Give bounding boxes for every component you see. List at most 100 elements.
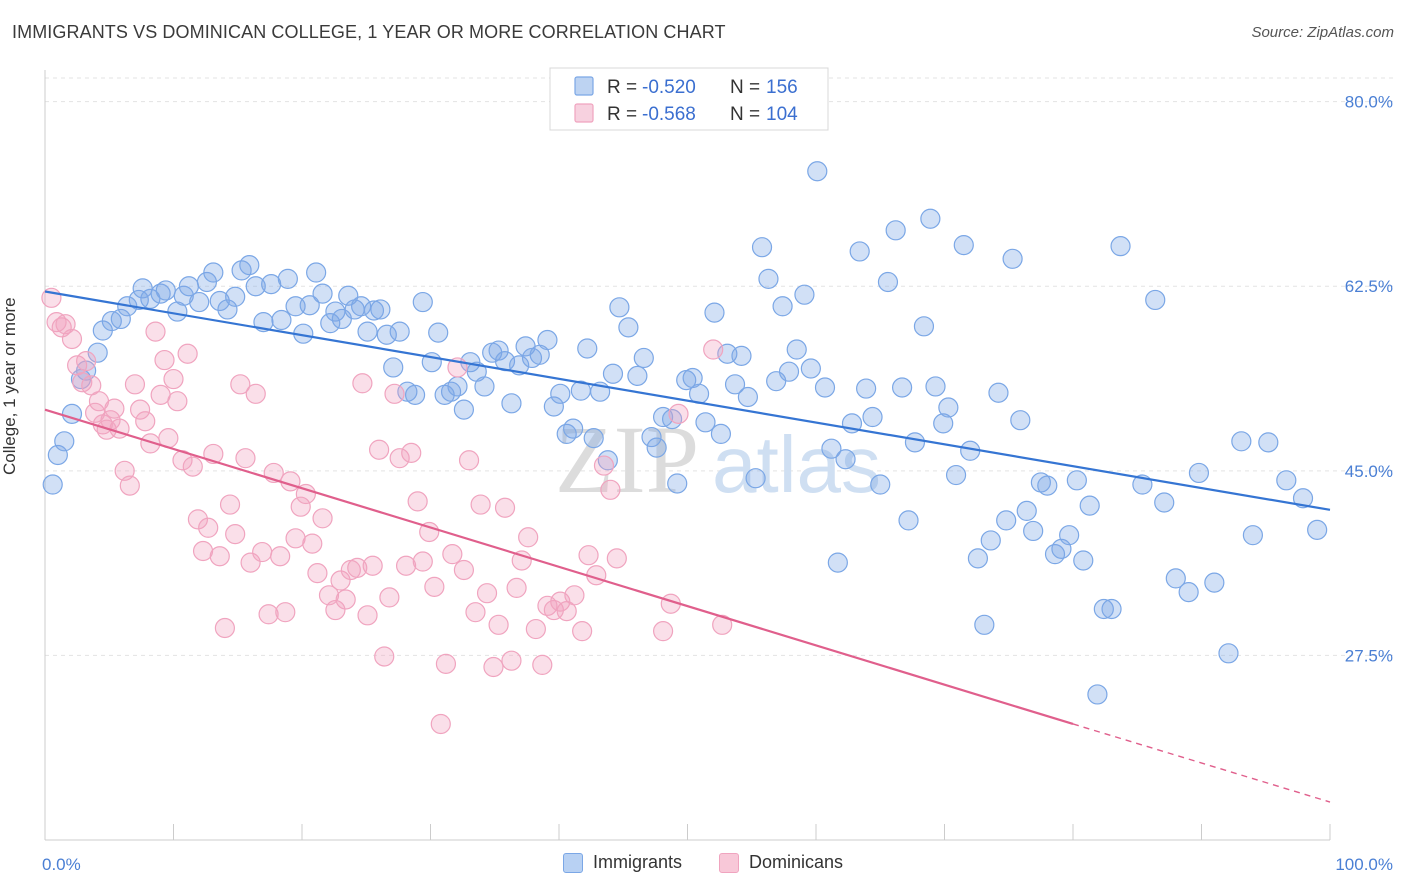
point-dominicans-46: [270, 546, 291, 567]
point-immigrants-98: [737, 386, 758, 408]
trend-line-immigrants: [44, 290, 1331, 511]
point-dominicans-69: [395, 555, 417, 576]
point-dominicans-84: [483, 656, 504, 678]
point-immigrants-138: [1016, 500, 1037, 522]
point-immigrants-127: [938, 397, 959, 418]
stats-legend-n-value-1: 104: [766, 104, 798, 125]
point-dominicans-54: [312, 508, 333, 529]
axes: [44, 70, 1331, 841]
watermark-atlas: atlas: [712, 420, 881, 509]
stats-legend: R = -0.520 N = 156 R = -0.568 N = 104: [549, 67, 829, 131]
point-immigrants-121: [898, 510, 919, 531]
point-dominicans-72: [412, 551, 433, 572]
point-immigrants-88: [667, 473, 688, 494]
stats-legend-swatch-0: [574, 76, 594, 96]
point-immigrants-154: [1154, 492, 1175, 513]
point-immigrants-55: [440, 381, 462, 402]
point-dominicans-38: [225, 524, 246, 545]
point-immigrants-141: [1037, 475, 1058, 496]
point-immigrants-161: [1242, 525, 1264, 546]
point-immigrants-70: [543, 396, 564, 417]
data-points: [41, 161, 1328, 735]
legend-swatch-dominicans: [718, 852, 739, 873]
point-dominicans-83: [476, 583, 498, 604]
point-dominicans-26: [163, 368, 184, 390]
point-immigrants-45: [370, 299, 391, 320]
stats-legend-n-label-1: N =: [730, 104, 760, 125]
series-immigrants: [42, 161, 1328, 705]
point-immigrants-53: [428, 322, 449, 343]
point-immigrants-149: [1093, 598, 1114, 620]
point-immigrants-103: [772, 296, 793, 317]
stats-legend-n-label-0: N =: [730, 77, 760, 98]
point-immigrants-44: [363, 300, 385, 321]
point-dominicans-24: [154, 349, 175, 371]
point-dominicans-44: [258, 604, 279, 625]
point-dominicans-65: [374, 646, 395, 667]
stats-legend-r-value-1: -0.568: [642, 104, 696, 125]
point-immigrants-22: [209, 290, 230, 312]
point-immigrants-155: [1165, 568, 1186, 589]
point-immigrants-24: [225, 286, 246, 307]
y-tick-labels: 80.0% 62.5% 45.0% 27.5%: [1345, 93, 1393, 666]
point-immigrants-30: [271, 309, 292, 331]
point-immigrants-111: [827, 552, 848, 573]
point-immigrants-132: [974, 614, 995, 635]
x-tick-label-1: 100.0%: [1335, 855, 1393, 874]
point-immigrants-37: [320, 313, 341, 334]
trend-line-dominicans: [44, 408, 1074, 726]
point-immigrants-108: [807, 161, 828, 182]
legend-item-dominicans[interactable]: Dominicans: [718, 852, 843, 873]
point-dominicans-104: [652, 621, 674, 642]
point-immigrants-48: [389, 321, 410, 342]
point-dominicans-0: [41, 287, 62, 308]
source-label: Source: ZipAtlas.com: [1251, 24, 1394, 41]
point-immigrants-35: [306, 262, 327, 283]
point-dominicans-17: [119, 475, 140, 496]
point-dominicans-47: [275, 602, 296, 623]
point-dominicans-86: [494, 497, 516, 518]
point-dominicans-27: [167, 391, 188, 412]
point-immigrants-23: [217, 299, 238, 320]
point-dominicans-19: [129, 399, 151, 420]
point-immigrants-129: [953, 234, 974, 256]
point-immigrants-151: [1110, 236, 1131, 257]
point-dominicans-31: [187, 509, 209, 530]
point-immigrants-57: [453, 399, 475, 420]
point-dominicans-76: [435, 653, 457, 674]
point-dominicans-22: [145, 321, 166, 342]
point-immigrants-150: [1101, 598, 1122, 620]
point-immigrants-19: [189, 291, 210, 313]
point-immigrants-124: [920, 208, 941, 229]
point-dominicans-64: [369, 439, 390, 460]
stats-legend-box: [549, 67, 829, 131]
point-immigrants-75: [577, 338, 598, 359]
point-immigrants-92: [695, 412, 716, 433]
point-immigrants-118: [877, 271, 899, 293]
point-immigrants-159: [1218, 643, 1239, 664]
point-immigrants-104: [778, 361, 800, 382]
bottom-legend: Immigrants Dominicans: [0, 852, 1406, 878]
point-immigrants-80: [609, 297, 630, 318]
point-dominicans-92: [532, 654, 553, 676]
point-dominicans-101: [593, 455, 615, 476]
point-immigrants-125: [925, 376, 946, 397]
point-immigrants-93: [704, 302, 725, 323]
point-dominicans-74: [424, 576, 445, 597]
point-dominicans-2: [51, 317, 72, 338]
point-dominicans-81: [465, 602, 486, 623]
point-immigrants-106: [794, 284, 815, 305]
point-dominicans-106: [668, 403, 689, 424]
point-immigrants-133: [980, 530, 1001, 551]
point-immigrants-109: [814, 377, 836, 398]
legend-item-immigrants[interactable]: Immigrants: [562, 852, 682, 873]
point-immigrants-47: [383, 357, 404, 378]
point-dominicans-68: [389, 448, 410, 469]
point-dominicans-3: [55, 314, 76, 335]
point-immigrants-29: [261, 274, 282, 295]
point-dominicans-49: [285, 528, 306, 549]
point-dominicans-85: [488, 614, 509, 635]
point-dominicans-97: [564, 585, 585, 606]
point-immigrants-73: [563, 418, 584, 439]
y-tick-label-1: 62.5%: [1345, 277, 1393, 296]
